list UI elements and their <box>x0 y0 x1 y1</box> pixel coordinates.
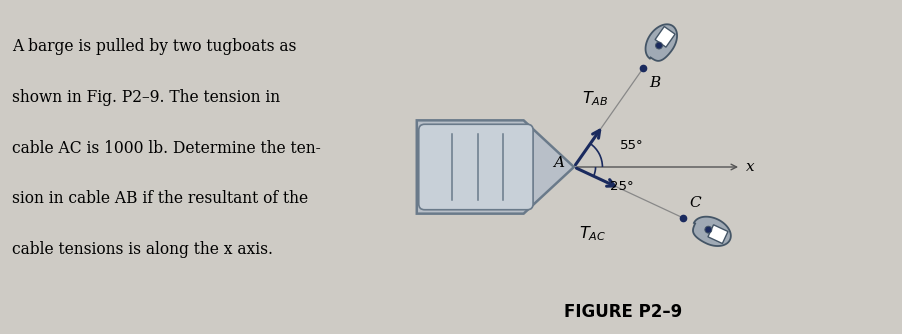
Text: A barge is pulled by two tugboats as: A barge is pulled by two tugboats as <box>12 38 296 55</box>
Text: shown in Fig. P2–9. The tension in: shown in Fig. P2–9. The tension in <box>12 89 280 106</box>
Text: x: x <box>745 160 754 174</box>
Circle shape <box>704 226 711 233</box>
Text: C: C <box>688 196 700 210</box>
Polygon shape <box>707 225 727 243</box>
Text: $T_{AB}$: $T_{AB}$ <box>581 90 608 108</box>
Text: B: B <box>649 76 659 90</box>
Text: 55°: 55° <box>620 139 643 152</box>
Text: $T_{AC}$: $T_{AC}$ <box>578 224 605 243</box>
Circle shape <box>655 42 662 49</box>
FancyBboxPatch shape <box>419 124 532 210</box>
Text: A: A <box>553 156 564 170</box>
Text: cable AC is 1000 lb. Determine the ten-: cable AC is 1000 lb. Determine the ten- <box>12 140 320 157</box>
Text: cable tensions is along the x axis.: cable tensions is along the x axis. <box>12 241 272 258</box>
Text: sion in cable AB if the resultant of the: sion in cable AB if the resultant of the <box>12 190 308 207</box>
Polygon shape <box>654 26 675 47</box>
Text: FIGURE P2–9: FIGURE P2–9 <box>564 303 681 321</box>
Polygon shape <box>645 24 676 61</box>
Polygon shape <box>692 217 730 246</box>
Text: 25°: 25° <box>610 180 633 193</box>
Polygon shape <box>417 120 574 214</box>
